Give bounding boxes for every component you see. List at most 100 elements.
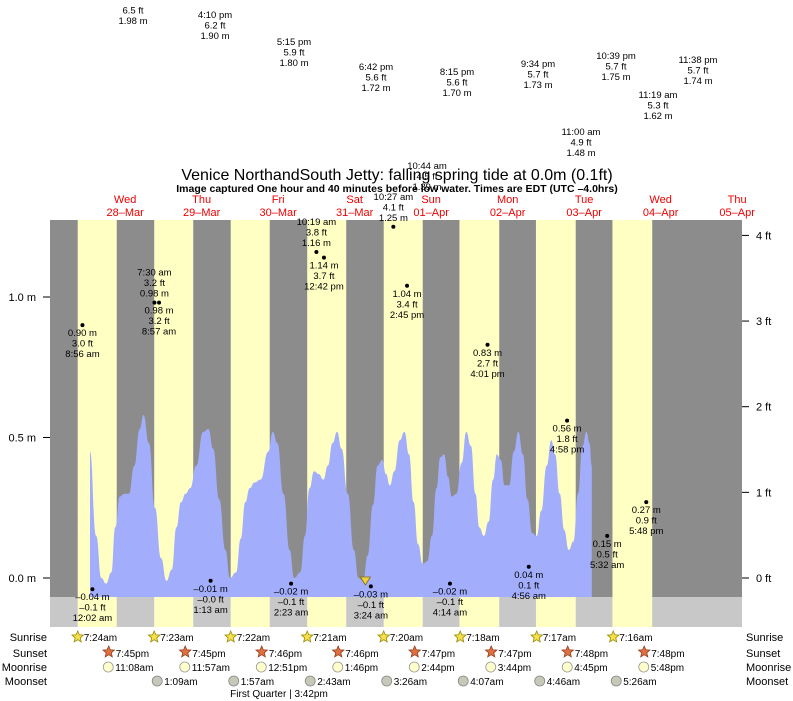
day-labels: Wed28–MarThu29–MarFri30–MarSat31–MarSun0… bbox=[106, 194, 755, 219]
extreme-dot bbox=[526, 564, 531, 569]
extreme-label: 3.2 ft bbox=[144, 278, 165, 289]
night-band-lower bbox=[422, 597, 460, 627]
extreme-dot bbox=[289, 581, 294, 586]
day-of-week-label: Fri bbox=[272, 194, 285, 206]
off-chart-high-label: 5.6 ft bbox=[365, 73, 386, 84]
sunrise-time: 7:16am bbox=[619, 633, 652, 644]
moonrise-time: 1:46pm bbox=[345, 663, 378, 674]
extreme-label: –0.04 m bbox=[75, 592, 109, 603]
extreme-label: 5:48 pm bbox=[629, 526, 663, 537]
extreme-label: 2:23 am bbox=[274, 608, 308, 619]
off-chart-high-label: 5.7 ft bbox=[527, 70, 548, 81]
tide-level-area bbox=[90, 409, 592, 597]
off-chart-high-label: 1.74 m bbox=[683, 76, 712, 87]
sunset-time: 7:47pm bbox=[498, 649, 531, 660]
sunset-icon bbox=[560, 644, 575, 658]
off-chart-high-label: 1.90 m bbox=[200, 31, 229, 42]
axes: 0.0 m 0.5 m 1.0 m 0 ft 1 ft 2 ft 3 ft 4 ft bbox=[8, 230, 771, 585]
moonset-time: 2:43am bbox=[317, 677, 350, 688]
sunrise-time: 7:20am bbox=[390, 633, 423, 644]
off-chart-high-label: 8:15 pm bbox=[440, 67, 474, 78]
extreme-label: 0.56 m bbox=[553, 424, 582, 435]
extreme-label: 3.0 ft bbox=[72, 339, 93, 350]
daylight-band-lower bbox=[535, 597, 576, 627]
sunrise-time: 7:21am bbox=[313, 633, 346, 644]
extreme-label: –0.1 ft bbox=[437, 597, 464, 608]
date-label: 28–Mar bbox=[106, 207, 144, 219]
off-chart-high-label: 10:44 am bbox=[407, 161, 447, 172]
extreme-label: 1.14 m bbox=[309, 261, 338, 272]
moonrise-icon bbox=[255, 661, 267, 673]
extreme-label: 4:14 am bbox=[433, 608, 467, 619]
sunset-time: 7:47pm bbox=[422, 649, 455, 660]
left-tick-label: 0.0 m bbox=[8, 573, 36, 585]
extreme-label: 8:57 am bbox=[142, 327, 176, 338]
off-chart-high-label: 5.7 ft bbox=[605, 62, 626, 73]
night-band-lower bbox=[575, 597, 613, 627]
off-chart-high-label: 1.75 m bbox=[601, 72, 630, 83]
night-band-lower bbox=[269, 597, 308, 627]
night-band-lower bbox=[50, 597, 78, 627]
off-chart-high-label: 11:38 pm bbox=[679, 55, 718, 66]
daylight-band-lower bbox=[307, 597, 347, 627]
extreme-label: –0.1 ft bbox=[358, 600, 385, 611]
extreme-dot bbox=[405, 283, 410, 288]
row-label-right: Moonrise bbox=[746, 662, 791, 674]
moonset-time: 1:09am bbox=[164, 677, 197, 688]
row-label-right: Moonset bbox=[746, 676, 788, 688]
daylight-band-lower bbox=[383, 597, 423, 627]
sunrise-icon bbox=[606, 629, 620, 643]
daylight-band bbox=[612, 220, 653, 597]
daylight-band-lower bbox=[612, 597, 653, 627]
off-chart-high-label: 4.5 ft bbox=[416, 172, 437, 183]
extreme-label: 3:24 am bbox=[354, 610, 388, 621]
off-chart-high-labels: 6.5 ft1.98 m4:10 pm6.2 ft1.90 m5:15 pm5.… bbox=[118, 6, 717, 194]
off-chart-high-label: 9:34 pm bbox=[521, 59, 555, 70]
moonrise-time: 11:57am bbox=[192, 663, 230, 674]
moonset-icon bbox=[304, 675, 316, 687]
extreme-dot bbox=[157, 300, 162, 305]
extreme-label: 1.16 m bbox=[302, 238, 331, 249]
row-label-right: Sunrise bbox=[746, 632, 783, 644]
off-chart-high-label: 1.70 m bbox=[442, 88, 471, 99]
sunset-icon bbox=[254, 644, 269, 658]
date-label: 05–Apr bbox=[719, 207, 755, 219]
extreme-label: 5:32 am bbox=[590, 560, 624, 571]
row-label-left: Moonset bbox=[5, 676, 47, 688]
moonrise-icon bbox=[179, 661, 191, 673]
daylight-band-lower bbox=[459, 597, 500, 627]
night-band-lower bbox=[193, 597, 231, 627]
sunset-icon bbox=[331, 644, 345, 658]
moonset-icon bbox=[534, 675, 546, 687]
off-chart-high-label: 5.9 ft bbox=[283, 48, 304, 59]
sunset-time: 7:46pm bbox=[345, 649, 378, 660]
sunrise-icon bbox=[71, 629, 85, 643]
off-chart-high-label: 5.7 ft bbox=[687, 66, 708, 77]
sunrise-time: 7:18am bbox=[466, 633, 499, 644]
off-chart-high-label: 1.48 m bbox=[566, 148, 595, 159]
chart-header: Venice NorthandSouth Jetty: falling spri… bbox=[176, 167, 618, 195]
date-label: 30–Mar bbox=[259, 207, 297, 219]
moonset-icon bbox=[457, 675, 469, 687]
extreme-label: 2.7 ft bbox=[477, 358, 498, 369]
off-chart-high-label: 11:00 am bbox=[562, 127, 601, 138]
day-of-week-label: Tue bbox=[575, 194, 594, 206]
day-of-week-label: Wed bbox=[649, 194, 671, 206]
off-chart-high-label: 11:19 am bbox=[639, 90, 678, 101]
right-tick-label: 3 ft bbox=[756, 316, 771, 328]
sunrise-icon bbox=[453, 629, 467, 643]
extreme-dot bbox=[208, 578, 213, 583]
off-chart-high-label: 1.39 m bbox=[412, 182, 441, 193]
moonset-icon bbox=[610, 675, 622, 687]
sunrise-time: 7:24am bbox=[84, 633, 117, 644]
extreme-label: 8:56 am bbox=[65, 349, 99, 360]
date-label: 02–Apr bbox=[490, 207, 526, 219]
off-chart-high-label: 10:39 pm bbox=[596, 51, 636, 62]
off-chart-high-label: 6.2 ft bbox=[204, 21, 225, 32]
extreme-dot bbox=[90, 587, 95, 592]
moonrise-icon bbox=[102, 661, 114, 673]
night-band-lower bbox=[499, 597, 536, 627]
sunrise-icon bbox=[224, 629, 238, 643]
